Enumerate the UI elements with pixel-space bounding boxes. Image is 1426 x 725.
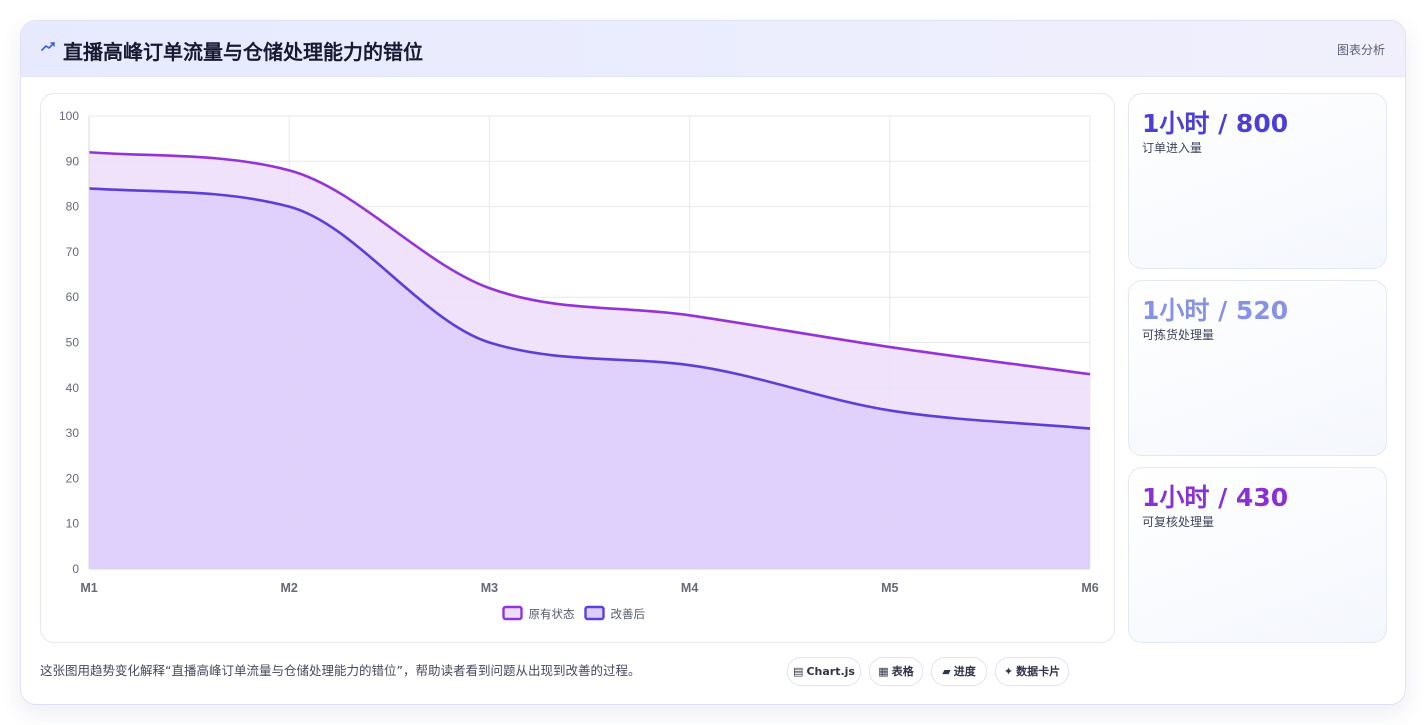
stat-value: 1小时 / 520 [1142, 296, 1289, 325]
chip-label: 表格 [891, 665, 914, 678]
x-tick-label: M4 [681, 581, 698, 595]
y-tick-label: 30 [66, 426, 80, 440]
stat-label: 可拣货处理量 [1142, 328, 1215, 342]
series-line [88, 187, 1091, 430]
x-tick-label: M1 [80, 581, 97, 595]
chart-description: 这张图用趋势变化解释“直播高峰订单流量与仓储处理能力的错位”，帮助读者看到问题从… [40, 663, 641, 678]
chip-progress[interactable]: ▰ 进度 [931, 657, 987, 686]
series-area [89, 188, 1090, 569]
y-tick-label: 100 [59, 109, 79, 123]
progress-icon: ▰ [942, 665, 951, 678]
chip-label: 进度 [953, 665, 976, 678]
area-chart: 0 10 20 30 40 50 60 70 80 90 100 M1 M2 M3 M4 M5 M6 原有状态 改善… [59, 109, 1099, 621]
chart-analysis-label: 图表分析 [1336, 43, 1385, 57]
y-tick-label: 40 [66, 381, 80, 395]
y-tick-label: 80 [66, 200, 80, 214]
y-tick-label: 10 [66, 517, 80, 531]
chart-icon: ▤ [793, 665, 804, 678]
legend-swatch [584, 605, 605, 621]
y-tick-label: 50 [66, 336, 80, 350]
card-header: 直播高峰订单流量与仓储处理能力的错位 图表分析 [21, 21, 1405, 77]
stat-card-order-intake: 1小时 / 800 订单进入量 [1128, 93, 1387, 269]
chip-label: 数据卡片 [1016, 665, 1061, 678]
stat-value: 1小时 / 430 [1142, 483, 1289, 512]
chart-panel: 0 10 20 30 40 50 60 70 80 90 100 M1 M2 M3 M4 M5 M6 原有状态 改善… [40, 93, 1115, 643]
chip-data-cards[interactable]: ✦ 数据卡片 [995, 657, 1069, 686]
chip-table[interactable]: ▦ 表格 [869, 657, 923, 686]
table-icon: ▦ [878, 665, 889, 678]
x-tick-label: M5 [881, 581, 898, 595]
sparkle-icon: ✦ [1003, 665, 1014, 678]
chip-chartjs[interactable]: ▤ Chart.js [787, 657, 861, 686]
y-tick-label: 90 [66, 154, 80, 168]
y-tick-label: 0 [72, 562, 79, 576]
chip-label: Chart.js [806, 665, 855, 678]
stat-label: 订单进入量 [1142, 141, 1203, 155]
stat-value: 1小时 / 800 [1142, 109, 1289, 138]
series-line [88, 150, 1091, 376]
x-tick-label: M2 [281, 581, 298, 595]
y-tick-label: 70 [66, 245, 80, 259]
y-tick-label: 60 [66, 290, 80, 304]
stat-card-picking-capacity: 1小时 / 520 可拣货处理量 [1128, 280, 1387, 456]
x-tick-label: M3 [481, 581, 498, 595]
legend-swatch [502, 605, 523, 621]
y-tick-label: 20 [66, 471, 80, 485]
legend-label: 改善后 [611, 607, 646, 621]
trend-icon [41, 42, 55, 51]
legend-label: 原有状态 [529, 607, 575, 621]
stat-card-review-capacity: 1小时 / 430 可复核处理量 [1128, 467, 1387, 643]
page-title: 直播高峰订单流量与仓储处理能力的错位 [63, 40, 423, 64]
chart-card: 直播高峰订单流量与仓储处理能力的错位 图表分析 0 10 20 30 40 50 60 70 8… [20, 20, 1406, 705]
stat-label: 可复核处理量 [1142, 515, 1215, 529]
x-tick-label: M6 [1081, 581, 1098, 595]
